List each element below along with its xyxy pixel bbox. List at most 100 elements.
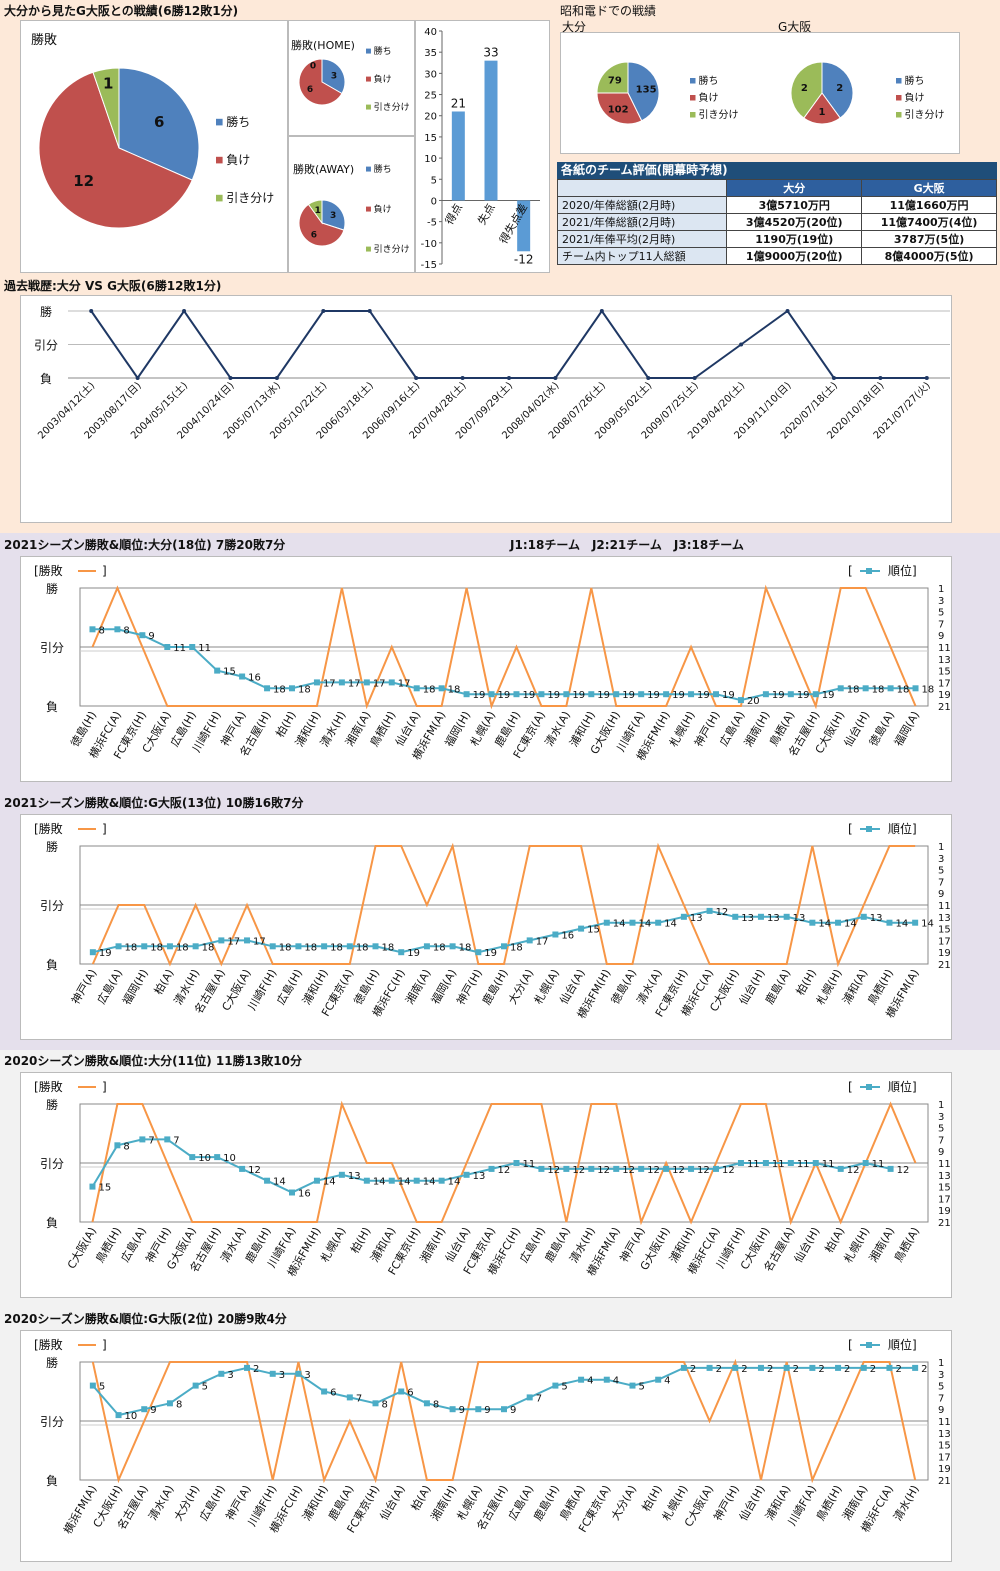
- rank-marker: [141, 1406, 148, 1413]
- rank-marker: [475, 1406, 482, 1413]
- rank-data-label: 12: [697, 1165, 710, 1176]
- rank-data-label: 11: [822, 1159, 835, 1170]
- rank-tick-label: 19: [938, 948, 951, 959]
- rank-data-label: 9: [459, 1405, 465, 1416]
- rank-marker: [488, 1165, 495, 1172]
- legend-label-showa_oita: 引き分け: [699, 109, 739, 121]
- rank-data-label: 14: [664, 919, 677, 930]
- rank-data-label: 13: [767, 913, 780, 924]
- rank-data-label: 14: [844, 919, 857, 930]
- rank-marker: [269, 943, 276, 950]
- rank-marker: [588, 691, 595, 698]
- result-line-gosaka2020: [91, 1358, 917, 1484]
- rank-marker: [346, 943, 353, 950]
- pie-data-label-home: 3: [331, 71, 337, 81]
- rank-data-label: 7: [536, 1393, 542, 1404]
- rank-data-label: 11: [522, 1159, 535, 1170]
- away-pie-label: 勝敗(AWAY): [293, 163, 355, 176]
- season-x-label: 柏(H): [639, 1483, 665, 1514]
- rank-data-label: 17: [536, 936, 549, 947]
- legend-rank-label: 順位]: [888, 1337, 917, 1352]
- rank-data-label: 10: [125, 1411, 138, 1422]
- rank-tick-label: 13: [938, 655, 951, 666]
- overall-pie-label: 勝敗: [31, 33, 58, 48]
- rank-data-label: 14: [323, 1177, 336, 1188]
- season-x-label: C大阪(A): [64, 1225, 99, 1272]
- rank-marker: [613, 691, 620, 698]
- legend-swatch-home: [366, 48, 371, 54]
- season-x-label: 福岡(A): [891, 709, 922, 749]
- legend-label-away: 負け: [374, 203, 392, 215]
- rank-data-label: 17: [323, 678, 336, 689]
- pie-data-label-away: 3: [330, 211, 336, 221]
- rank-marker: [835, 1364, 842, 1371]
- rank-data-label: 7: [356, 1393, 362, 1404]
- rank-data-label: 19: [722, 690, 735, 701]
- season-y-label: 引分: [40, 899, 64, 913]
- rank-data-label: 18: [382, 942, 395, 953]
- rank-marker: [338, 1171, 345, 1178]
- rank-marker: [887, 685, 894, 692]
- pie-data-label-showa_gosaka: 2: [836, 83, 843, 94]
- rank-tick-label: 13: [938, 1171, 951, 1182]
- rank-marker: [192, 1382, 199, 1389]
- legend-result-bracket: ]: [102, 564, 107, 578]
- legend-rank-bracket: [: [848, 1080, 853, 1094]
- rank-data-label: 14: [613, 919, 626, 930]
- pie-slice-showa_oita-1: [596, 92, 643, 125]
- rank-marker: [588, 1165, 595, 1172]
- rank-marker: [413, 1177, 420, 1184]
- rank-marker: [239, 1165, 246, 1172]
- rank-data-label: 15: [223, 667, 236, 678]
- rank-data-label: 9: [148, 631, 154, 642]
- legend-label-home: 勝ち: [374, 45, 392, 57]
- rank-marker: [638, 1165, 645, 1172]
- rank-marker: [438, 685, 445, 692]
- league-size-note: J1:18チーム J2:21チーム J3:18チーム: [510, 538, 744, 552]
- pie-data-label-home: 6: [307, 85, 313, 95]
- rank-data-label: 5: [561, 1382, 567, 1393]
- rank-marker: [289, 685, 295, 692]
- bar-y-tick-label: 20: [424, 112, 437, 123]
- rank-data-label: 19: [522, 690, 535, 701]
- rank-marker: [713, 1165, 719, 1172]
- legend-result-bracket: ]: [102, 822, 107, 836]
- rank-marker: [372, 943, 379, 950]
- rank-data-label: 19: [547, 690, 560, 701]
- rank-data-label: 14: [895, 919, 908, 930]
- legend-rank-bracket: [: [848, 822, 853, 836]
- rank-marker: [787, 1160, 794, 1166]
- legend-swatch-home: [366, 104, 371, 110]
- evaluation-table: 大分 G大阪 2020/年俸総額(2月時) 3億5710万円 11億1660万円…: [556, 179, 997, 265]
- rank-marker: [835, 919, 842, 926]
- eval-cell: 1億9000万(20位): [726, 247, 863, 265]
- rank-data-label: 8: [433, 1399, 439, 1410]
- history-point: [692, 376, 697, 380]
- legend-swatch-away: [366, 166, 371, 172]
- legend-swatch-away: [366, 246, 371, 252]
- eval-cell: 8億4000万(5位): [861, 247, 997, 265]
- rank-tick-label: 3: [938, 854, 944, 865]
- eval-cell: 3億5710万円: [726, 196, 863, 214]
- rank-data-label: 11: [747, 1159, 760, 1170]
- rank-marker: [680, 1364, 687, 1371]
- bar-data-label: 33: [483, 46, 498, 60]
- legend-rank-marker: [866, 826, 872, 832]
- pie-slice-showa_oita-2: [596, 61, 629, 94]
- history-title: 過去戦歴:大分 VS G大阪(6勝12敗1分): [4, 279, 222, 293]
- rank-data-label: 12: [248, 1165, 261, 1176]
- pie-slice-overall-1: [38, 71, 193, 229]
- rank-data-label: 7: [148, 1135, 154, 1146]
- rank-marker: [218, 1370, 225, 1377]
- rank-marker: [757, 1364, 764, 1371]
- pie-slice-showa_gosaka-2: [790, 61, 823, 119]
- pie-data-label-showa_oita: 135: [636, 84, 657, 95]
- rank-marker: [526, 937, 533, 944]
- pie-slice-showa_gosaka-0: [821, 61, 854, 119]
- bar-category-label: 失点: [475, 201, 497, 227]
- season-title-oita-2021: 2021シーズン勝敗&順位:大分(18位) 7勝20敗7分: [4, 538, 286, 552]
- rank-data-label: 13: [473, 1171, 486, 1182]
- rank-marker: [423, 1400, 430, 1407]
- rank-data-label: 8: [123, 1141, 129, 1152]
- rank-marker: [244, 1364, 251, 1371]
